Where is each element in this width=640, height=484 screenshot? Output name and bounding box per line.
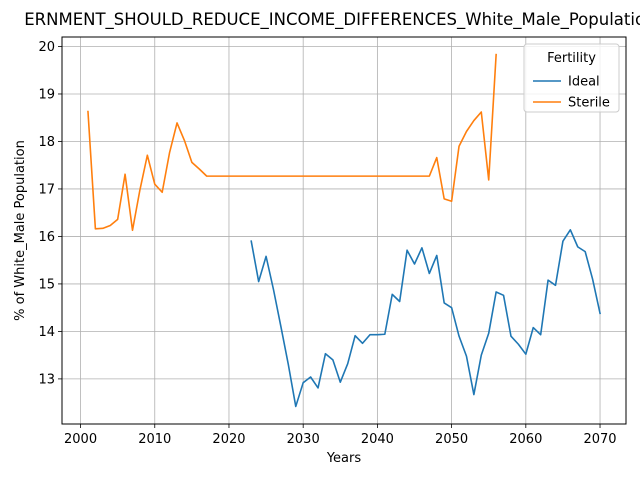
- y-tick-label: 18: [38, 135, 55, 150]
- x-tick-label: 2020: [212, 432, 245, 447]
- x-tick-label: 2040: [361, 432, 394, 447]
- x-tick-label: 2000: [64, 432, 97, 447]
- legend: Fertility Ideal Sterile: [523, 43, 620, 113]
- legend-label-ideal: Ideal: [568, 75, 600, 90]
- legend-entries: Ideal Sterile: [533, 75, 610, 111]
- series-lines: [87, 53, 601, 408]
- axis-ticks: 2000 2010 2020 2030 2040 2050 2060 2070 13 14 15 16…: [38, 40, 616, 447]
- x-tick-label: 2050: [435, 432, 468, 447]
- y-tick-label: 13: [38, 372, 55, 387]
- x-tick-label: 2070: [583, 432, 616, 447]
- series-line-sterile: [87, 53, 497, 232]
- legend-box: [523, 43, 620, 113]
- y-tick-label: 15: [38, 277, 55, 292]
- legend-label-sterile: Sterile: [568, 96, 610, 111]
- chart-title: ERNMENT_SHOULD_REDUCE_INCOME_DIFFERENCES…: [24, 10, 640, 30]
- y-tick-label: 16: [38, 230, 55, 245]
- x-axis-label: Years: [326, 451, 362, 466]
- y-tick-label: 17: [38, 182, 55, 197]
- y-axis-label: % of White_Male Population: [13, 140, 28, 321]
- x-tick-label: 2010: [138, 432, 171, 447]
- legend-title: Fertility: [547, 51, 596, 66]
- x-tick-label: 2060: [509, 432, 542, 447]
- plot-area-frame: [61, 36, 627, 425]
- x-tick-label: 2030: [287, 432, 320, 447]
- y-tick-label: 20: [38, 40, 55, 55]
- y-tick-label: 19: [38, 87, 55, 102]
- y-tick-label: 14: [38, 325, 55, 340]
- series-line-ideal: [250, 228, 601, 408]
